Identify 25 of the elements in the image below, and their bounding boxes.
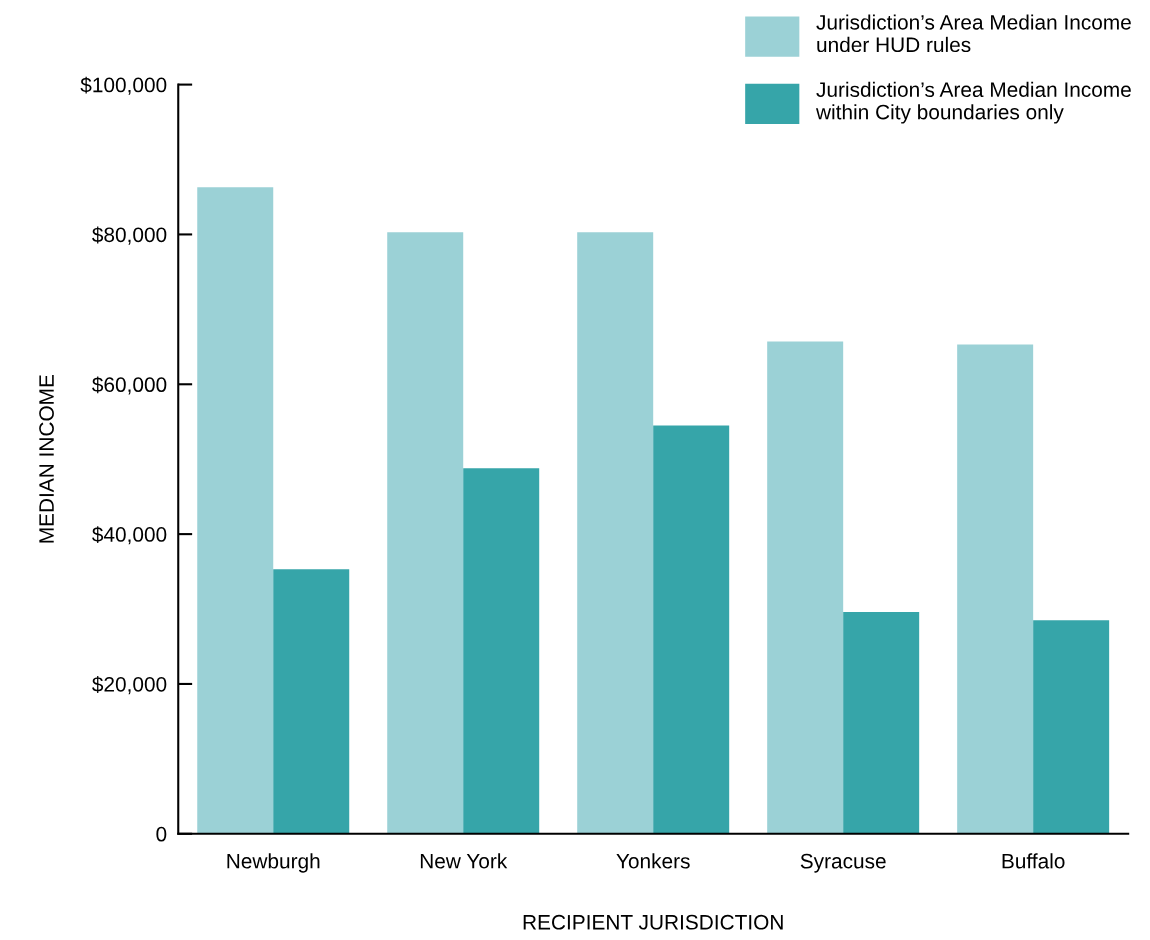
- x-tick-label: Syracuse: [800, 853, 886, 873]
- y-tick-label: $100,000: [80, 76, 167, 95]
- bar: [1033, 620, 1110, 834]
- x-tick-label: New York: [420, 853, 508, 869]
- legend-label: Jurisdiction’s Area Median Income within City boundaries only: [815, 81, 1131, 124]
- bar: [577, 232, 654, 834]
- bar: [273, 569, 350, 834]
- y-tick-label: $80,000: [92, 226, 167, 245]
- bar: [957, 344, 1034, 834]
- x-tick-label: Buffalo: [1002, 853, 1065, 869]
- bar: [387, 232, 464, 834]
- bar: [843, 612, 920, 834]
- y-tick-label: $20,000: [92, 676, 167, 695]
- bar: [463, 468, 540, 834]
- y-tick-label: $40,000: [92, 526, 167, 545]
- legend-label: Jurisdiction’s Area Median Income under HUD rules: [816, 14, 1131, 53]
- x-tick-label: Yonkers: [616, 853, 690, 869]
- y-axis-title: MEDIAN INCOME: [39, 375, 54, 543]
- bar: [653, 425, 730, 834]
- bar: [197, 187, 274, 834]
- x-axis-title: RECIPIENT JURISDICTION: [523, 914, 783, 930]
- y-tick-label: 0: [156, 826, 167, 842]
- y-tick-label: $60,000: [92, 376, 167, 395]
- bar: [767, 341, 844, 834]
- x-tick-label: Newburgh: [227, 853, 320, 873]
